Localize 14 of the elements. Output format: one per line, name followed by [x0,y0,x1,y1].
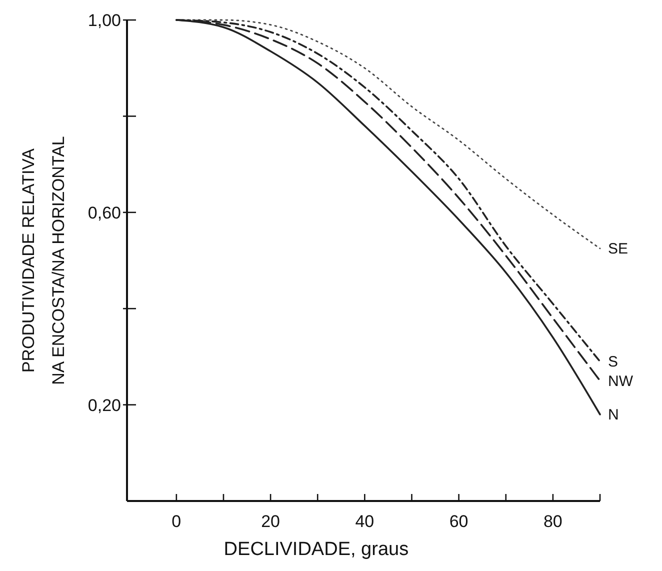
y-axis-title: PRODUTIVIDADE RELATIVA NA ENCOSTA/NA HORIZONTAL [19,136,68,385]
x-tick-label: 60 [449,512,468,531]
y-tick-label: 1,00 [88,11,121,30]
series-label: S [608,354,618,371]
x-tick-label: 40 [355,512,374,531]
y-tick-label: 0,60 [88,203,121,222]
x-axis-title: DECLIVIDADE, graus [224,539,409,560]
x-tick-label: 0 [172,512,182,531]
series-label: NW [608,372,634,390]
x-tick-label: 80 [543,512,562,531]
x-tick-label: 20 [261,512,280,531]
y-tick-label: 0,20 [88,396,121,415]
series-label: SE [608,240,628,258]
series-label: N [608,406,619,424]
